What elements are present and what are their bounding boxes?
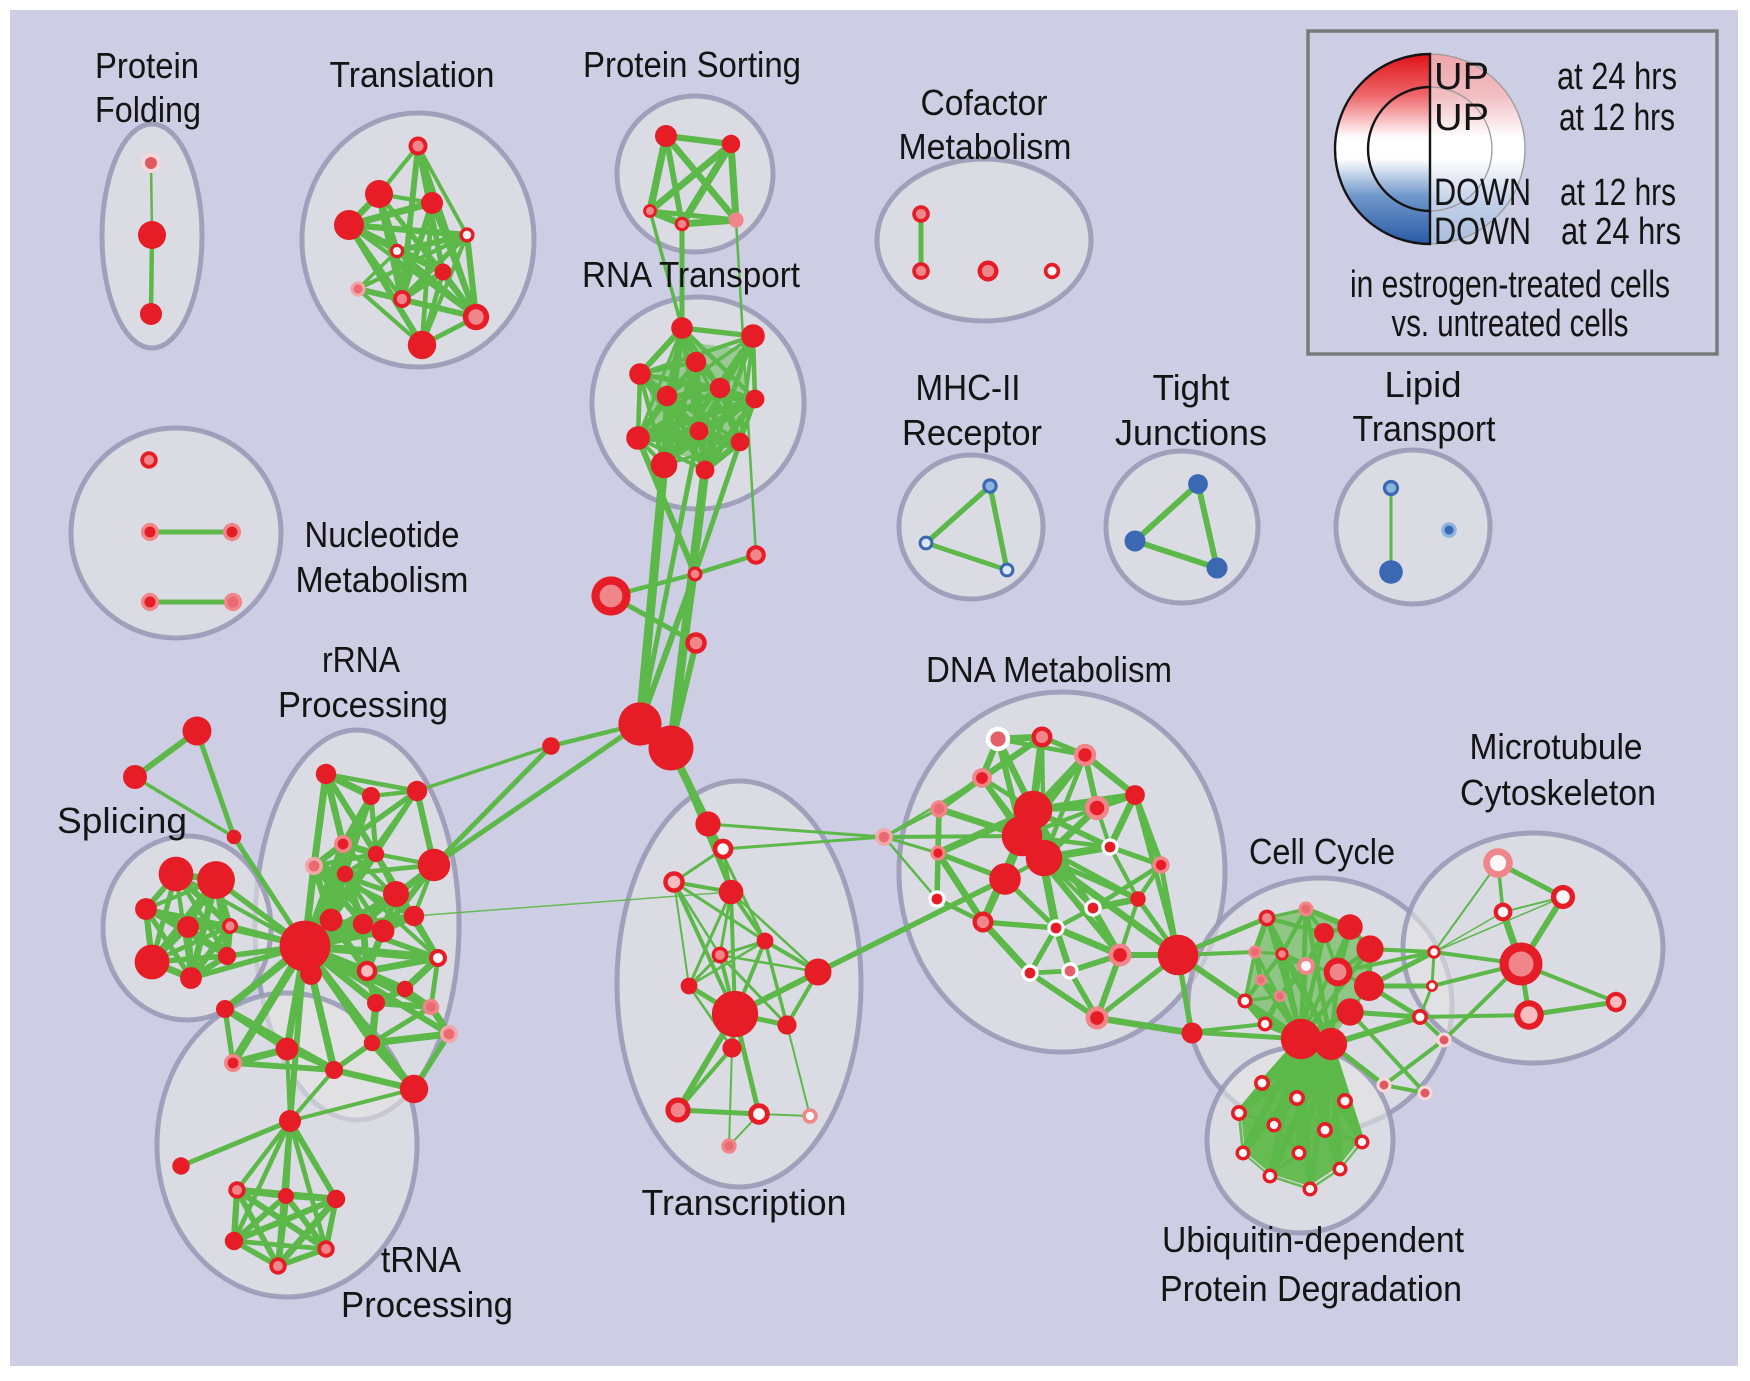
svg-text:DOWN: DOWN — [1434, 211, 1531, 253]
svg-text:Transcription: Transcription — [642, 1182, 847, 1223]
svg-text:Cell Cycle: Cell Cycle — [1249, 831, 1395, 872]
svg-text:Lipid: Lipid — [1385, 364, 1462, 405]
svg-text:Processing: Processing — [278, 684, 448, 725]
svg-text:Protein Sorting: Protein Sorting — [583, 44, 801, 85]
svg-text:Cytoskeleton: Cytoskeleton — [1460, 772, 1656, 813]
svg-text:UP: UP — [1434, 97, 1489, 139]
svg-text:Folding: Folding — [95, 89, 201, 130]
svg-text:Nucleotide: Nucleotide — [305, 514, 460, 555]
svg-text:Ubiquitin-dependent: Ubiquitin-dependent — [1162, 1219, 1464, 1260]
svg-text:UP: UP — [1434, 56, 1489, 98]
svg-text:Metabolism: Metabolism — [899, 126, 1072, 167]
svg-text:RNA Transport: RNA Transport — [582, 254, 800, 295]
svg-text:Junctions: Junctions — [1115, 412, 1267, 453]
svg-text:DOWN: DOWN — [1434, 172, 1531, 214]
svg-text:Splicing: Splicing — [57, 800, 187, 841]
svg-text:Transport: Transport — [1353, 408, 1496, 449]
svg-text:at 12 hrs: at 12 hrs — [1560, 172, 1676, 214]
svg-text:Protein Degradation: Protein Degradation — [1160, 1268, 1462, 1309]
svg-text:vs. untreated cells: vs. untreated cells — [1392, 303, 1629, 345]
svg-text:in estrogen-treated cells: in estrogen-treated cells — [1350, 264, 1670, 306]
svg-text:rRNA: rRNA — [322, 639, 400, 680]
svg-text:Metabolism: Metabolism — [296, 559, 469, 600]
svg-text:Processing: Processing — [341, 1284, 513, 1325]
svg-text:DNA Metabolism: DNA Metabolism — [926, 649, 1172, 690]
svg-text:at 24 hrs: at 24 hrs — [1561, 211, 1681, 253]
svg-text:Receptor: Receptor — [902, 412, 1042, 453]
svg-text:MHC-II: MHC-II — [916, 367, 1021, 408]
svg-text:Cofactor: Cofactor — [921, 82, 1048, 123]
svg-text:Microtubule: Microtubule — [1470, 726, 1643, 767]
svg-text:at 12 hrs: at 12 hrs — [1559, 97, 1675, 139]
svg-text:Protein: Protein — [95, 45, 199, 86]
svg-text:Translation: Translation — [330, 54, 495, 95]
svg-text:at 24 hrs: at 24 hrs — [1557, 56, 1677, 98]
svg-text:tRNA: tRNA — [381, 1239, 461, 1280]
svg-text:Tight: Tight — [1153, 367, 1230, 408]
